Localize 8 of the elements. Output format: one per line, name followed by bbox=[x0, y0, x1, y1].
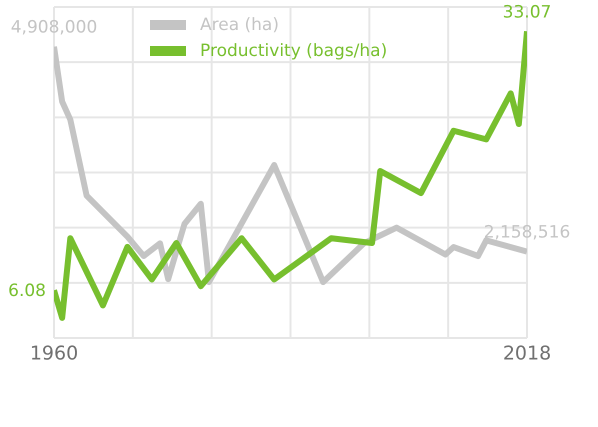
x-tick-label: 2018 bbox=[502, 342, 552, 364]
data-label: 2,158,516 bbox=[484, 222, 570, 243]
data-label: 33.07 bbox=[502, 2, 552, 22]
x-tick-label: 1960 bbox=[30, 342, 78, 364]
data-label: 4,908,000 bbox=[10, 18, 98, 38]
legend-label: Productivity (bags/ha) bbox=[200, 40, 388, 63]
data-label: 6.08 bbox=[8, 281, 46, 302]
legend-label: Area (ha) bbox=[200, 14, 279, 37]
